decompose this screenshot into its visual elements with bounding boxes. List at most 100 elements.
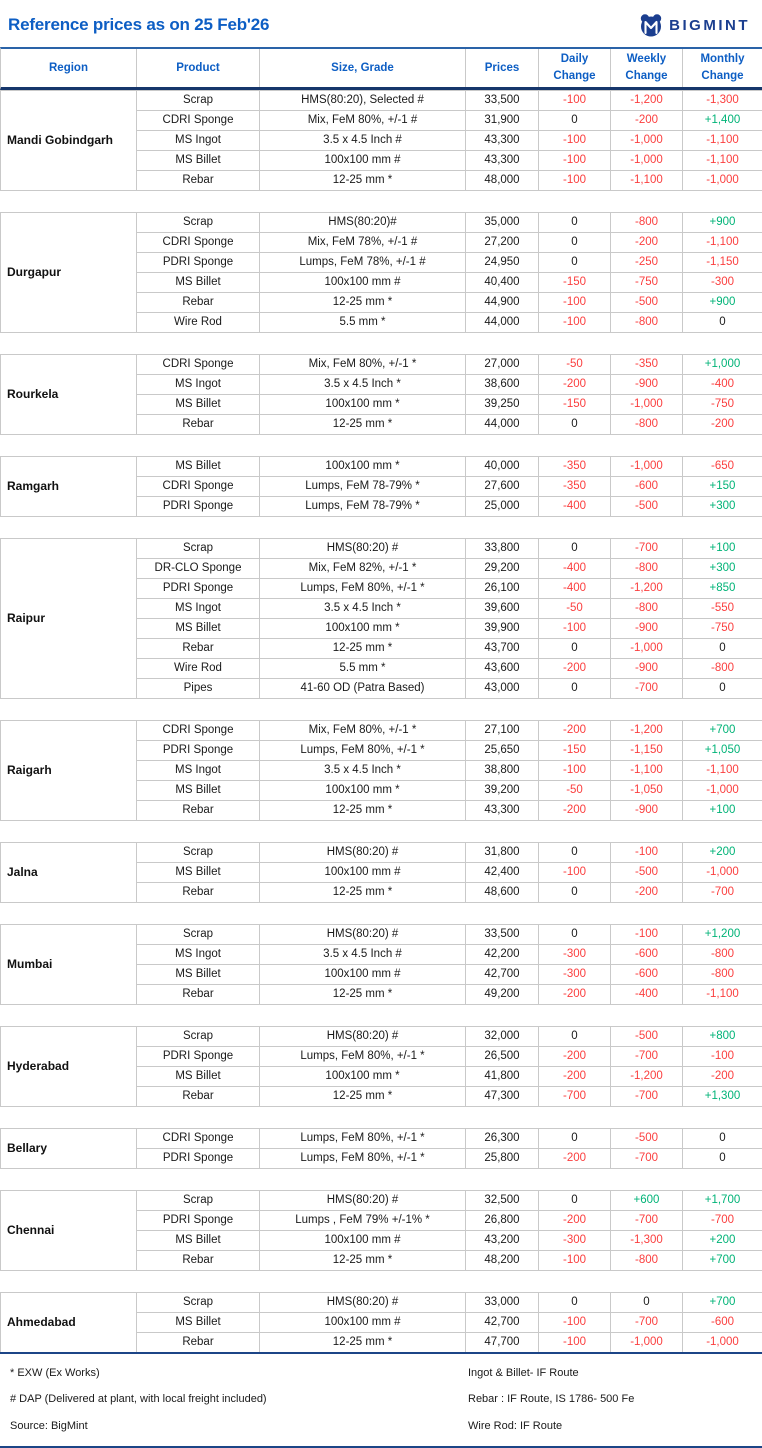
region-name: Raigarh <box>1 721 137 821</box>
column-header-size-grade: Size, Grade <box>260 49 466 87</box>
monthly-change-cell: -750 <box>683 395 762 415</box>
daily-change-cell: 0 <box>539 1293 611 1313</box>
size-grade-cell: HMS(80:20)# <box>260 213 466 233</box>
size-grade-cell: HMS(80:20) # <box>260 539 466 559</box>
monthly-change-cell: -1,100 <box>683 131 762 151</box>
price-cell: 42,400 <box>466 863 539 883</box>
product-cell: Scrap <box>137 1191 260 1211</box>
daily-change-cell: -200 <box>539 1067 611 1087</box>
product-cell: MS Billet <box>137 619 260 639</box>
region-block: Mandi Gobindgarh Scrap HMS(80:20), Selecte… <box>0 90 762 191</box>
price-cell: 47,300 <box>466 1087 539 1107</box>
monthly-change-cell: -1,150 <box>683 253 762 273</box>
weekly-change-cell: -900 <box>611 659 683 679</box>
daily-change-cell: -100 <box>539 171 611 191</box>
price-cell: 27,600 <box>466 477 539 497</box>
weekly-change-cell: -800 <box>611 599 683 619</box>
monthly-change-cell: -1,100 <box>683 985 762 1005</box>
weekly-change-cell: -500 <box>611 1027 683 1047</box>
monthly-change-cell: +700 <box>683 721 762 741</box>
price-cell: 43,300 <box>466 151 539 171</box>
region-name: Jalna <box>1 843 137 903</box>
price-cell: 39,900 <box>466 619 539 639</box>
region-block: Durgapur Scrap HMS(80:20)# 35,000 0 -800 +900 C… <box>0 212 762 333</box>
weekly-change-cell: -700 <box>611 539 683 559</box>
footnote-source: Source: BigMint <box>10 1419 88 1432</box>
monthly-change-cell: +100 <box>683 801 762 821</box>
product-cell: Pipes <box>137 679 260 699</box>
monthly-change-cell: +200 <box>683 843 762 863</box>
daily-change-cell: -100 <box>539 1251 611 1271</box>
weekly-change-cell: -800 <box>611 1251 683 1271</box>
daily-change-cell: -200 <box>539 375 611 395</box>
monthly-change-cell: +1,000 <box>683 355 762 375</box>
weekly-change-cell: -1,000 <box>611 1333 683 1353</box>
region-name: Ramgarh <box>1 457 137 517</box>
weekly-change-cell: -1,150 <box>611 741 683 761</box>
daily-change-cell: -100 <box>539 761 611 781</box>
region-block: Rourkela CDRI Sponge Mix, FeM 80%, +/-1 * 2… <box>0 354 762 435</box>
size-grade-cell: HMS(80:20) # <box>260 925 466 945</box>
monthly-change-cell: +900 <box>683 293 762 313</box>
monthly-change-cell: +300 <box>683 559 762 579</box>
weekly-change-cell: -800 <box>611 213 683 233</box>
price-cell: 43,600 <box>466 659 539 679</box>
region-name: Ahmedabad <box>1 1293 137 1353</box>
size-grade-cell: 100x100 mm # <box>260 273 466 293</box>
region-block: Raigarh CDRI Sponge Mix, FeM 80%, +/-1 * 27… <box>0 720 762 821</box>
price-cell: 27,200 <box>466 233 539 253</box>
size-grade-cell: 100x100 mm # <box>260 1231 466 1251</box>
daily-change-cell: -100 <box>539 863 611 883</box>
product-cell: Rebar <box>137 1333 260 1353</box>
product-cell: CDRI Sponge <box>137 111 260 131</box>
product-cell: MS Billet <box>137 151 260 171</box>
table-bottom-rule <box>0 1352 762 1355</box>
daily-change-cell: -300 <box>539 1231 611 1251</box>
monthly-change-cell: +850 <box>683 579 762 599</box>
weekly-change-cell: -800 <box>611 313 683 333</box>
weekly-change-cell: -900 <box>611 801 683 821</box>
price-cell: 41,800 <box>466 1067 539 1087</box>
price-cell: 43,200 <box>466 1231 539 1251</box>
size-grade-cell: Lumps, FeM 78-79% * <box>260 477 466 497</box>
daily-change-cell: -300 <box>539 965 611 985</box>
monthly-change-cell: +1,200 <box>683 925 762 945</box>
monthly-change-cell: -200 <box>683 1067 762 1087</box>
monthly-change-cell: -650 <box>683 457 762 477</box>
price-cell: 25,000 <box>466 497 539 517</box>
daily-change-cell: -200 <box>539 1211 611 1231</box>
price-cell: 39,200 <box>466 781 539 801</box>
price-cell: 42,700 <box>466 1313 539 1333</box>
price-cell: 29,200 <box>466 559 539 579</box>
product-cell: CDRI Sponge <box>137 477 260 497</box>
price-cell: 33,500 <box>466 925 539 945</box>
size-grade-cell: 100x100 mm # <box>260 965 466 985</box>
daily-change-cell: -200 <box>539 1047 611 1067</box>
price-cell: 43,300 <box>466 131 539 151</box>
price-cell: 40,400 <box>466 273 539 293</box>
monthly-change-cell: +150 <box>683 477 762 497</box>
size-grade-cell: 5.5 mm * <box>260 659 466 679</box>
size-grade-cell: 41-60 OD (Patra Based) <box>260 679 466 699</box>
page-title: Reference prices as on 25 Feb'26 <box>8 15 270 34</box>
size-grade-cell: Lumps, FeM 80%, +/-1 * <box>260 579 466 599</box>
product-cell: Rebar <box>137 293 260 313</box>
price-cell: 42,200 <box>466 945 539 965</box>
size-grade-cell: Mix, FeM 80%, +/-1 * <box>260 721 466 741</box>
size-grade-cell: 12-25 mm * <box>260 293 466 313</box>
monthly-change-cell: +1,400 <box>683 111 762 131</box>
product-cell: MS Billet <box>137 863 260 883</box>
daily-change-cell: 0 <box>539 539 611 559</box>
size-grade-cell: HMS(80:20) # <box>260 1027 466 1047</box>
monthly-change-cell: -1,000 <box>683 171 762 191</box>
titlebar: Reference prices as on 25 Feb'26 BIGMINT <box>0 0 762 47</box>
size-grade-cell: HMS(80:20), Selected # <box>260 91 466 111</box>
table-header-row: Region Product Size, Grade Prices Daily … <box>0 47 762 90</box>
product-cell: CDRI Sponge <box>137 233 260 253</box>
footnote-exw: * EXW (Ex Works) <box>10 1367 100 1380</box>
weekly-change-cell: -1,000 <box>611 151 683 171</box>
product-cell: Scrap <box>137 1027 260 1047</box>
region-block: Chennai Scrap HMS(80:20) #32,500 0 +600 +1,70… <box>0 1190 762 1271</box>
size-grade-cell: 12-25 mm * <box>260 801 466 821</box>
bigmint-logo-icon <box>640 14 662 37</box>
